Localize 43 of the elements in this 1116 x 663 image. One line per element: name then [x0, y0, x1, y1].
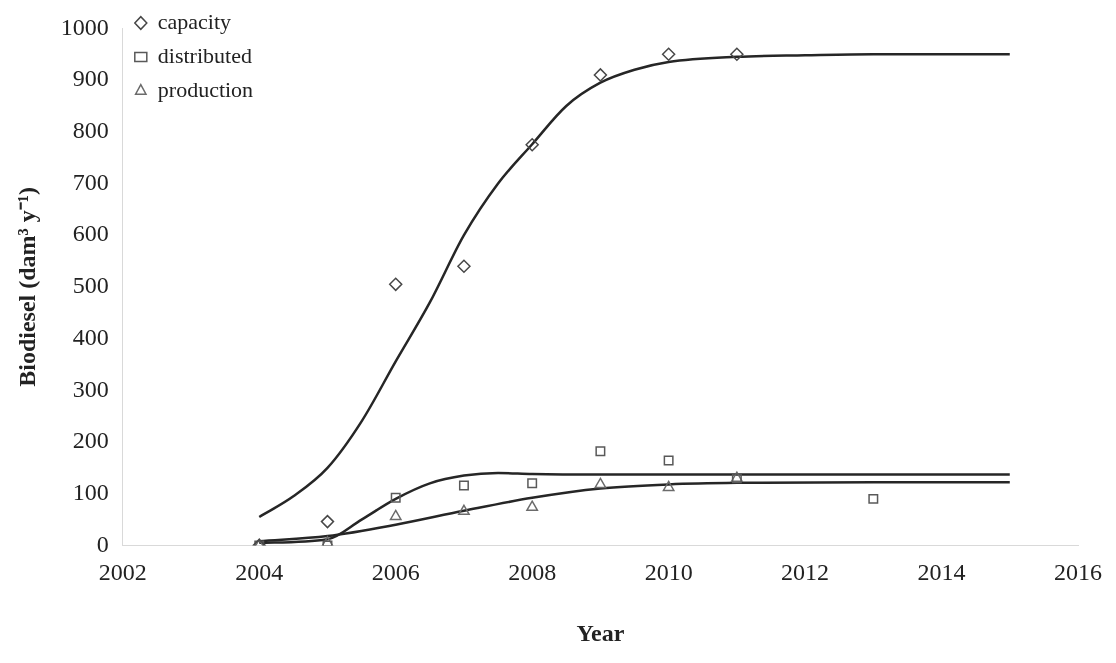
x-tick-label: 2002: [98, 559, 147, 586]
y-tick-label: 400: [72, 323, 109, 350]
y-tick-label: 100: [72, 479, 109, 505]
point: [730, 47, 744, 61]
point: [527, 478, 538, 489]
point: [526, 500, 539, 511]
y-tick-label: 300: [72, 375, 109, 402]
x-tick-label: 2006: [371, 559, 420, 586]
legend-label: capacity: [157, 8, 232, 34]
point: [595, 446, 606, 457]
y-tick-label: 800: [72, 117, 109, 144]
point: [389, 509, 402, 521]
point: [320, 514, 335, 529]
point: [868, 493, 879, 504]
x-tick-label: 2012: [781, 559, 830, 586]
point: [661, 47, 676, 61]
x-axis-title: Year: [576, 619, 625, 646]
legend-label: distributed: [157, 42, 252, 68]
point: [457, 259, 471, 273]
point: [458, 480, 469, 491]
point: [458, 504, 470, 516]
point: [594, 477, 607, 489]
x-tick-label: 2014: [917, 559, 966, 586]
y-tick-label: 1000: [60, 13, 109, 40]
y-tick-label: 200: [72, 427, 109, 454]
y-tick-label: 900: [72, 65, 109, 92]
y-tick-label: 700: [72, 168, 109, 195]
y-tick-label: 0: [96, 530, 109, 557]
point: [593, 68, 608, 82]
y-tick-label: 500: [72, 272, 109, 299]
point: [525, 137, 539, 152]
point: [662, 480, 675, 492]
x-tick-label: 2004: [235, 559, 284, 586]
y-axis-title: Biodiesel (dam³ y⁻¹): [13, 187, 40, 387]
legend-label: production: [157, 76, 254, 102]
x-tick-label: 2010: [644, 559, 693, 586]
x-tick-label: 2008: [508, 559, 557, 586]
point: [390, 492, 401, 503]
point: [663, 455, 674, 466]
point: [321, 536, 334, 546]
y-tick-label: 600: [72, 220, 109, 247]
point: [388, 277, 403, 292]
x-tick-label: 2016: [1054, 559, 1102, 586]
